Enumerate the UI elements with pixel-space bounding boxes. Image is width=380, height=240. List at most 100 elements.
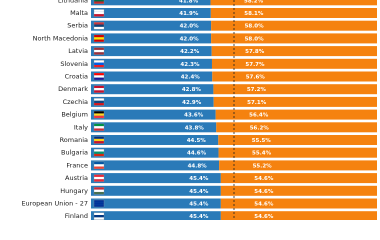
value-label: 42.0%	[180, 36, 200, 42]
flag-stripe	[94, 39, 104, 42]
value-label: 58.1%	[244, 11, 264, 17]
flag-stripe	[94, 64, 104, 68]
category-label: Serbia	[67, 22, 88, 30]
value-label: 44.6%	[187, 151, 207, 157]
value-label: 55.2%	[253, 163, 273, 169]
flag-border	[93, 199, 105, 208]
flag-stripe	[94, 73, 104, 76]
flag-stripe	[94, 136, 104, 139]
value-label: 57.1%	[247, 100, 267, 106]
flag-stripe	[94, 14, 104, 17]
value-label: 54.6%	[254, 176, 274, 182]
bar-segment	[91, 135, 219, 145]
flag-stripe	[94, 174, 104, 177]
chart: Lithuania 41.8% 58.2% Malta 41.9% 58.1% Serbia…	[21, 0, 377, 220]
flag-stripe	[94, 187, 104, 190]
flag	[93, 149, 105, 157]
flag-stripe	[94, 34, 104, 38]
flag	[93, 85, 105, 93]
category-label: Italy	[74, 123, 88, 131]
flag-stripe	[94, 11, 104, 15]
flag-stripe	[94, 62, 104, 65]
value-label: 54.6%	[254, 189, 274, 195]
flag-stripe	[94, 164, 104, 167]
category-label: Croatia	[65, 73, 88, 81]
flag-stripe	[94, 88, 104, 91]
bar-segment	[218, 147, 377, 158]
flag-stripe	[94, 49, 104, 53]
flag-stripe	[94, 138, 104, 142]
flag-stripe	[94, 47, 104, 50]
bar-segment	[220, 198, 377, 209]
category-label: Czechia	[63, 98, 88, 106]
flag-stripe	[94, 126, 104, 129]
bar-segment	[91, 211, 221, 220]
flag-stripe	[94, 98, 104, 101]
bar-segment	[91, 71, 213, 82]
bar-segment	[91, 84, 214, 95]
flag-stripe	[94, 115, 104, 119]
flag-border	[93, 22, 105, 30]
flag-stripe	[94, 217, 104, 220]
bar-segment	[91, 122, 217, 133]
value-label: 44.5%	[187, 138, 207, 144]
flag-stripe	[94, 179, 104, 182]
category-label: France	[66, 161, 88, 169]
flag-stripe	[94, 9, 104, 12]
flag-border	[93, 212, 105, 220]
flag-stripe	[94, 123, 104, 127]
flag-stripe	[94, 24, 104, 27]
value-label: 57.6%	[246, 75, 266, 81]
value-label: 41.9%	[179, 11, 199, 17]
category-label: Denmark	[58, 85, 88, 93]
flag-border	[93, 187, 105, 195]
flag-stripe	[94, 191, 104, 195]
flag	[93, 72, 105, 81]
flag-stripe	[94, 215, 104, 218]
value-label: 42.9%	[182, 100, 202, 106]
flag-stripe	[94, 189, 104, 192]
flag-stripe	[94, 22, 104, 25]
flag	[93, 212, 105, 220]
category-label: Latvia	[68, 47, 88, 55]
flag	[93, 187, 105, 195]
flag-stripe	[94, 52, 104, 55]
value-label: 58.0%	[245, 36, 265, 42]
flag-stripe	[94, 212, 104, 216]
bar-segment	[211, 20, 377, 31]
flag	[93, 60, 105, 68]
bar-segment	[210, 0, 377, 6]
flag-border	[93, 123, 105, 131]
flag-stripe	[94, 1, 104, 4]
value-label: 43.8%	[185, 125, 205, 131]
flag-stripe	[94, 161, 104, 165]
flag-stripe	[94, 90, 104, 93]
value-label: 57.7%	[245, 62, 265, 68]
value-label: 42.4%	[181, 75, 201, 81]
value-label: 45.4%	[189, 176, 209, 182]
flag-border	[93, 149, 105, 157]
value-label: 58.0%	[245, 24, 265, 30]
bar-segment	[219, 160, 377, 171]
category-label: North Macedonia	[33, 34, 88, 42]
category-label: Malta	[70, 9, 88, 17]
category-label: Belgium	[61, 111, 88, 119]
flag-border	[93, 47, 105, 55]
value-label: 41.8%	[179, 0, 199, 4]
value-label: 54.6%	[254, 202, 274, 208]
value-label: 57.2%	[247, 87, 267, 93]
bar-segment	[211, 46, 377, 57]
category-label: Romania	[60, 136, 88, 144]
bar-segment	[210, 8, 377, 18]
flag	[93, 161, 105, 170]
value-label: 45.4%	[189, 202, 209, 208]
page: {"chart_data": {"type": "stacked-bar-hor…	[21, 0, 377, 220]
bar-segment	[91, 198, 221, 209]
bar-segment	[213, 96, 377, 107]
flag	[93, 136, 105, 144]
bar-segment	[218, 135, 377, 145]
category-label: European Union - 27	[21, 200, 88, 208]
bar-segment	[220, 211, 377, 220]
flag-stripe	[94, 37, 104, 40]
category-label: Austria	[65, 174, 88, 182]
